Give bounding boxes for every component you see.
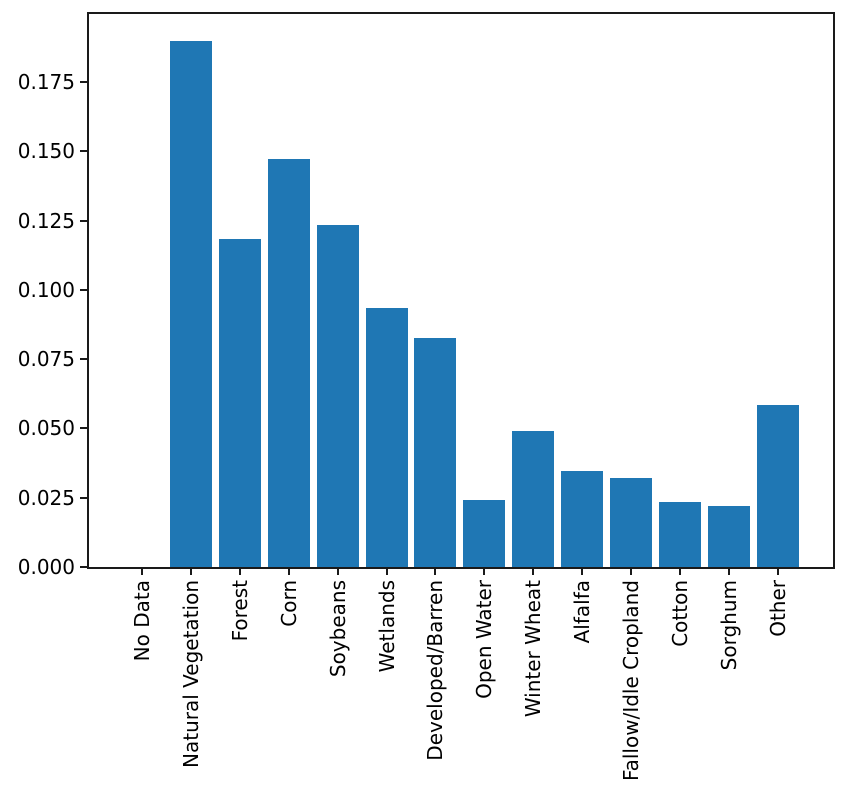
- bar-corn: [267, 159, 310, 567]
- x-tick-label: No Data: [130, 580, 154, 662]
- y-tick-mark: [80, 358, 87, 361]
- x-tick-mark: [434, 568, 437, 575]
- y-tick-mark: [80, 566, 87, 568]
- y-tick-label: 0.000: [17, 555, 75, 579]
- y-tick-label: 0.125: [17, 208, 75, 233]
- bar-sorghum: [707, 506, 750, 567]
- bar-open-water: [463, 500, 506, 567]
- y-tick-label: 0.075: [17, 347, 75, 372]
- x-tick-mark: [385, 568, 388, 575]
- bar-alfalfa: [561, 471, 604, 567]
- bar-fallow-idle-cropland: [610, 478, 652, 567]
- bar-other: [756, 405, 799, 567]
- y-tick-label: 0.150: [17, 139, 75, 164]
- x-tick-mark: [630, 568, 632, 575]
- bar-winter-wheat: [512, 431, 555, 567]
- x-tick-label: Alfalfa: [570, 580, 595, 644]
- x-tick-mark: [141, 568, 143, 575]
- x-tick-label: Soybeans: [325, 580, 350, 678]
- x-tick-mark: [776, 568, 779, 575]
- y-tick-label: 0.100: [17, 277, 75, 302]
- x-tick-label: Cotton: [667, 580, 692, 647]
- x-tick-label: Corn: [276, 580, 301, 627]
- y-tick-mark: [80, 496, 87, 499]
- y-tick-mark: [80, 288, 87, 291]
- y-tick-mark: [80, 219, 87, 222]
- x-tick-mark: [336, 568, 339, 575]
- x-tick-label: Developed/Barren: [423, 580, 448, 761]
- y-tick-mark: [80, 150, 87, 153]
- x-tick-mark: [581, 568, 584, 575]
- bar-wetlands: [365, 308, 408, 567]
- x-tick-mark: [532, 568, 535, 575]
- y-tick-label: 0.175: [17, 69, 75, 94]
- y-tick-mark: [80, 80, 87, 83]
- bar-cotton: [658, 502, 701, 567]
- bar-natural-vegetation: [169, 41, 212, 567]
- x-tick-label: Sorghum: [716, 580, 741, 671]
- bar-developed-barren: [414, 338, 457, 567]
- x-tick-label: Wetlands: [374, 580, 399, 673]
- x-tick-label: Open Water: [472, 580, 497, 699]
- y-tick-label: 0.050: [17, 416, 75, 441]
- x-tick-label: Fallow/Idle Cropland: [619, 580, 643, 782]
- x-tick-label: Winter Wheat: [521, 580, 546, 718]
- x-tick-mark: [189, 568, 192, 575]
- x-tick-mark: [287, 568, 290, 575]
- x-tick-mark: [483, 568, 486, 575]
- x-tick-mark: [678, 568, 681, 575]
- x-tick-label: Forest: [227, 580, 252, 642]
- plot-area: [87, 12, 835, 569]
- bar-forest: [218, 239, 261, 567]
- x-tick-mark: [238, 568, 241, 575]
- bar-soybeans: [316, 225, 359, 567]
- x-tick-label: Natural Vegetation: [178, 580, 203, 768]
- x-tick-label: Other: [765, 580, 790, 637]
- y-tick-mark: [80, 427, 87, 430]
- y-tick-label: 0.025: [17, 485, 75, 510]
- x-tick-mark: [727, 568, 730, 575]
